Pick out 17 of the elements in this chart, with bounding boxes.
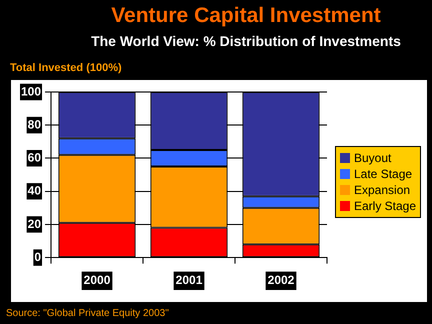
y-axis-title: Total Invested (100%)	[10, 62, 122, 74]
legend-label: Buyout	[354, 150, 392, 166]
y-tick-label: 40	[28, 184, 42, 198]
x-tick-label: 2001	[176, 273, 203, 288]
source-note: Source: "Global Private Equity 2003"	[6, 308, 169, 319]
y-tick-label: 60	[28, 150, 42, 165]
chart-subtitle: The World View: % Distribution of Investments	[90, 33, 402, 49]
legend-label: Late Stage	[354, 166, 412, 182]
y-tick-label: 0	[34, 250, 42, 264]
y-tick-label: 20	[28, 216, 42, 231]
legend-label: Early Stage	[354, 198, 416, 214]
y-tick-label: 100	[20, 84, 42, 98]
y-tick-label: 80	[28, 117, 42, 132]
x-tick-label: 2002	[268, 273, 295, 288]
legend-label: Expansion	[354, 182, 410, 198]
chart-title: Venture Capital Investment	[110, 4, 382, 28]
x-tick-label: 2000	[84, 273, 111, 288]
